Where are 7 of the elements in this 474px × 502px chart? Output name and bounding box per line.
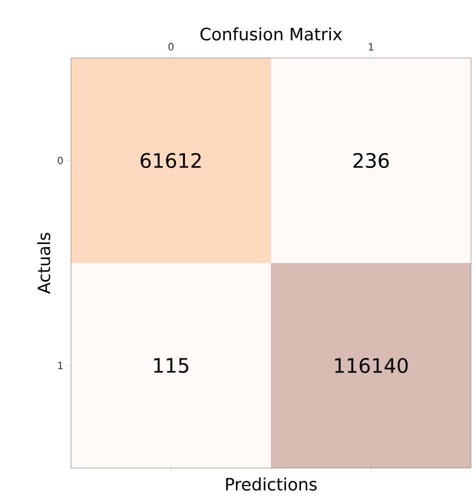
data-label: 236 — [353, 152, 389, 168]
x-axis-title: Predictions — [226, 478, 317, 491]
data-label: 115 — [154, 358, 188, 373]
data-label: 116140 — [335, 358, 408, 374]
chart-title: Confusion Matrix — [200, 27, 342, 40]
data-label: 61612 — [140, 152, 201, 168]
y-axis-title: Actuals — [37, 232, 50, 294]
